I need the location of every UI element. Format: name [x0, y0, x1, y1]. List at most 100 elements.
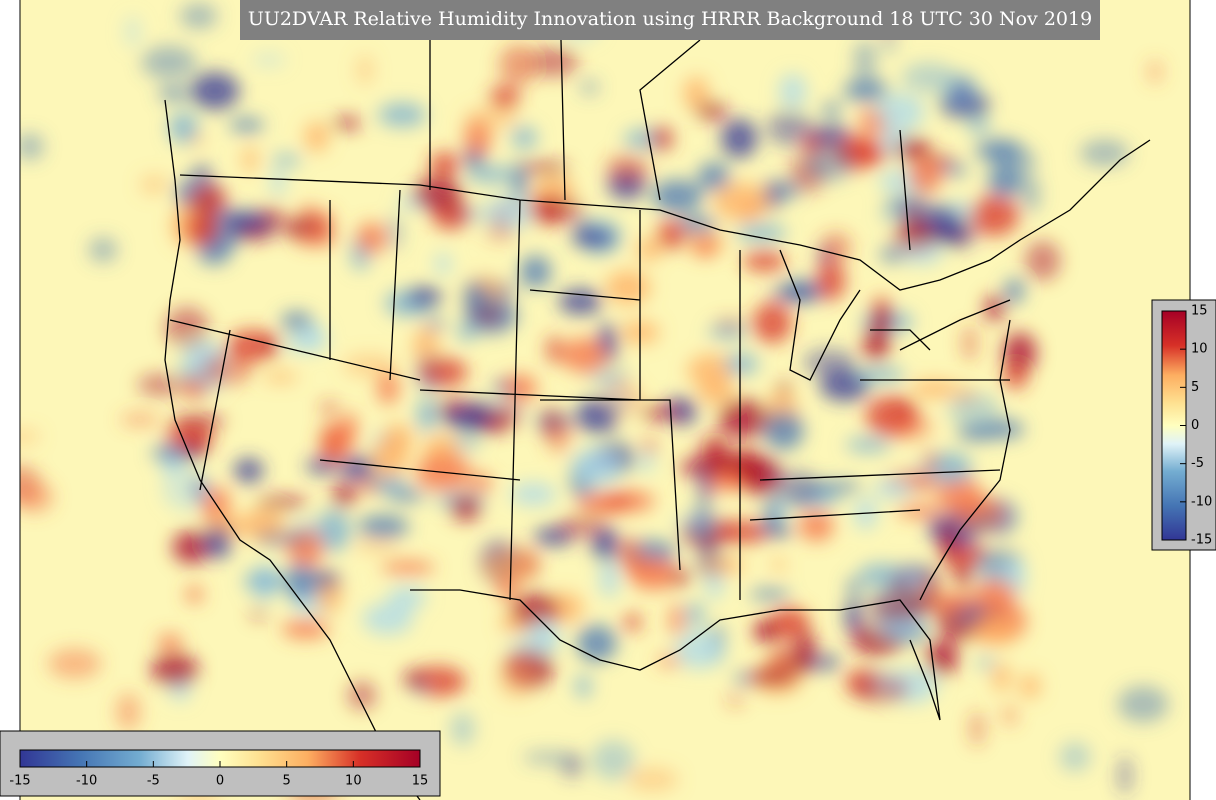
field-blob [606, 153, 650, 184]
field-blob [547, 335, 562, 364]
field-blob [387, 585, 427, 610]
field-blob [353, 539, 400, 553]
field-blob [714, 319, 747, 330]
field-blob [869, 669, 898, 692]
field-blob [456, 324, 477, 341]
field-blob [185, 585, 203, 604]
field-blob [356, 222, 386, 255]
field-blob [753, 621, 779, 642]
field-blob [741, 448, 761, 489]
field-blob [284, 333, 328, 353]
field-blob [1003, 332, 1037, 374]
field-blob [683, 76, 709, 111]
field-blob [20, 429, 41, 444]
field-blob [891, 415, 933, 440]
tick-label: -15 [9, 774, 30, 789]
field-blob [895, 137, 931, 161]
field-blob [707, 326, 748, 339]
field-blob [185, 212, 220, 246]
field-blob [416, 398, 438, 432]
field-blob [638, 451, 654, 473]
field-blob [315, 210, 334, 232]
field-blob [843, 78, 889, 102]
field-blob [226, 329, 280, 362]
field-blob [803, 349, 857, 376]
field-blob [271, 154, 302, 166]
field-blob [779, 73, 807, 108]
field-blob [137, 374, 184, 396]
field-blob [735, 224, 787, 242]
tick-label: -10 [76, 774, 97, 789]
field-blob [347, 681, 377, 710]
field-blob [381, 561, 435, 575]
field-blob [179, 3, 218, 29]
field-blob [332, 117, 362, 130]
field-blob [631, 556, 666, 576]
field-blob [972, 515, 994, 531]
field-blob [295, 231, 338, 247]
field-blob [932, 592, 977, 614]
field-blob [443, 406, 492, 431]
field-blob [892, 219, 938, 253]
field-blob [696, 102, 728, 120]
field-blob [233, 458, 264, 483]
field-blob [1025, 240, 1061, 281]
tick-label: -5 [1191, 456, 1204, 471]
field-blob [584, 370, 632, 381]
field-blob [172, 415, 226, 427]
field-blob [925, 638, 959, 676]
field-blob [450, 495, 482, 521]
field-blob [572, 446, 622, 487]
title-box [240, 0, 1100, 40]
field-blob [991, 146, 1037, 177]
field-blob [20, 482, 54, 513]
field-blob [464, 106, 519, 130]
field-blob [466, 165, 516, 183]
field-blob [124, 15, 141, 48]
field-blob [937, 217, 977, 249]
field-blob [404, 670, 426, 689]
field-blob [764, 497, 779, 534]
field-blob [1117, 686, 1169, 723]
field-blob [339, 456, 377, 481]
tick-label: -10 [1191, 494, 1212, 509]
field-blob [575, 674, 591, 698]
field-blob [911, 380, 959, 398]
field-blob [591, 527, 620, 562]
field-blob [407, 287, 443, 307]
field-blob [560, 338, 607, 373]
field-blob [984, 295, 1005, 322]
field-blob [172, 530, 211, 564]
field-blob [372, 475, 407, 493]
field-blob [698, 556, 745, 575]
field-blob [435, 253, 451, 275]
field-blob [47, 648, 102, 679]
field-blob [941, 165, 968, 176]
field-blob [678, 215, 717, 234]
field-blob [939, 522, 958, 561]
field-blob [745, 204, 758, 217]
field-blob [808, 481, 863, 493]
field-blob [815, 261, 846, 301]
field-blob [322, 422, 352, 462]
field-blob [120, 412, 161, 427]
tick-label: -5 [147, 774, 160, 789]
field-blob [687, 354, 736, 388]
field-blob [576, 624, 617, 662]
field-blob [623, 613, 642, 632]
field-blob [697, 162, 730, 192]
tick-label: 10 [345, 774, 362, 789]
field-blob [383, 489, 429, 502]
field-blob [922, 450, 939, 471]
field-blob [973, 578, 1017, 611]
field-blob [847, 578, 862, 597]
field-blob [184, 438, 207, 457]
field-blob [450, 712, 475, 746]
field-blob [382, 423, 413, 456]
field-blob [575, 398, 620, 434]
field-blob [286, 562, 315, 601]
field-blob [643, 439, 656, 454]
tick-label: 15 [1191, 304, 1208, 319]
field-blob [845, 437, 891, 452]
field-blob [857, 563, 906, 587]
